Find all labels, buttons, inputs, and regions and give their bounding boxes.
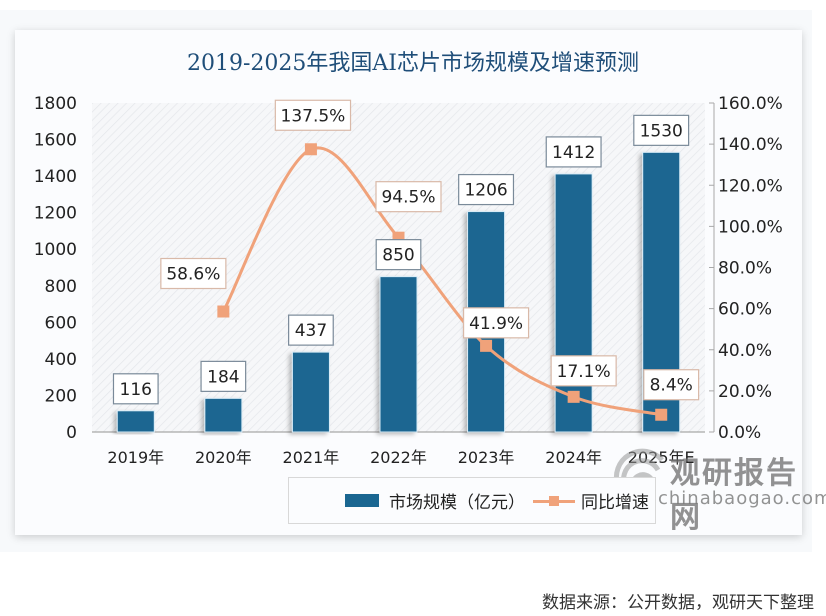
left-axis-tick-label: 1800 <box>34 94 77 114</box>
left-axis-tick-label: 1200 <box>34 204 77 224</box>
growth-value-label: 94.5% <box>381 188 435 208</box>
left-axis-tick-label: 1000 <box>34 240 77 260</box>
right-y-axis: 0.0% 20.0% 40.0% 60.0% 80.0% 100.0% 120.0% 140.… <box>709 94 783 443</box>
left-axis-tick-label: 800 <box>45 277 77 297</box>
legend-label-growth-rate: 同比增速 <box>581 493 649 513</box>
right-axis-tick-label: 100.0% <box>718 217 783 237</box>
x-axis-category-label: 2021年 <box>283 448 340 467</box>
watermark-text-cn: 观研报告网 <box>670 456 798 535</box>
right-axis-tick-label: 60.0% <box>718 300 772 320</box>
growth-value-label: 137.5% <box>281 106 346 126</box>
bar-value-label-box <box>288 314 334 346</box>
data-source-note: 数据来源：公开数据，观研天下整理 <box>542 593 814 613</box>
bar-value-label: 184 <box>207 367 239 387</box>
left-axis-tick-label: 200 <box>45 386 77 406</box>
right-axis-tick-label: 20.0% <box>718 382 772 402</box>
bar-value-label-box <box>112 373 159 405</box>
bar-2021年 <box>291 351 330 433</box>
right-axis-tick-label: 40.0% <box>718 341 772 361</box>
growth-rate-marker-2023年 <box>480 339 493 352</box>
right-axis-tick-label: 0.0% <box>718 423 761 443</box>
bar-value-label: 850 <box>382 246 414 266</box>
legend-item-growth-rate: 同比增速 <box>533 488 649 513</box>
bar-value-label: 437 <box>295 321 327 341</box>
bar-value-label-box <box>200 360 247 392</box>
bar-2022年 <box>379 276 418 433</box>
right-axis-tick-label: 160.0% <box>718 94 783 114</box>
right-axis-tick-label: 80.0% <box>718 259 772 279</box>
growth-value-label-box <box>550 355 617 387</box>
right-axis-tick-label: 140.0% <box>718 135 783 155</box>
growth-value-label: 8.4% <box>650 376 693 396</box>
bar-value-label: 116 <box>120 380 152 400</box>
left-axis-tick-label: 1600 <box>34 131 77 151</box>
bar-2024年 <box>554 173 593 433</box>
bar-value-label-box <box>458 173 515 206</box>
growth-rate-marker-2025年E <box>655 408 668 421</box>
x-axis-category-label: 2020年 <box>195 448 252 467</box>
left-axis-tick-label: 0 <box>66 423 77 443</box>
growth-value-label: 41.9% <box>469 314 523 334</box>
bar-value-label: 1412 <box>552 143 595 163</box>
growth-value-label-box <box>643 369 700 401</box>
right-axis-tick-label: 120.0% <box>718 176 783 196</box>
watermark-text-en: chinabaogao.com <box>658 488 826 509</box>
left-axis-tick-label: 600 <box>45 313 77 333</box>
legend-label-market-size: 市场规模（亿元） <box>389 493 525 513</box>
bar-value-label-box <box>633 114 690 146</box>
growth-rate-marker-2021年 <box>304 143 317 156</box>
x-axis-category-label: 2022年 <box>370 448 427 467</box>
bar-value-label-box <box>545 136 602 168</box>
x-axis-categories: 2019年 2020年 2021年 2022年 2023年 2024年 2025年E <box>107 448 694 467</box>
left-y-axis: 0 200 400 600 800 1000 1200 1400 1600 1800 <box>34 94 705 443</box>
growth-value-label: 17.1% <box>557 362 611 382</box>
x-axis-category-label: 2019年 <box>107 448 164 467</box>
x-axis-category-label: 2024年 <box>545 448 602 467</box>
growth-value-label-box <box>462 307 530 339</box>
legend-line-swatch <box>533 495 575 507</box>
growth-value-label: 58.6% <box>166 265 220 285</box>
bar-2020年 <box>204 397 243 433</box>
growth-rate-marker-2024年 <box>567 390 580 403</box>
legend-bar-swatch <box>345 494 379 507</box>
chart-title: 2019-2025年我国AI芯片市场规模及增速预测 <box>187 51 639 76</box>
data-labels: 116 184 437 850 1206 1412 1530 58.6% 137.5% 94.5%… <box>112 99 700 405</box>
bar-value-label: 1206 <box>464 181 507 201</box>
chart-legend: 市场规模（亿元） 同比增速 <box>288 477 656 524</box>
growth-value-label-box <box>375 181 442 213</box>
legend-item-market-size: 市场规模（亿元） <box>345 488 525 513</box>
x-axis-category-label: 2023年 <box>458 448 515 467</box>
growth-rate-marker-2020年 <box>217 305 230 318</box>
bar-value-label-box <box>375 239 422 271</box>
bar-2019年 <box>116 410 155 433</box>
growth-value-label-box <box>274 99 352 131</box>
left-axis-tick-label: 1400 <box>34 167 77 187</box>
bar-value-label: 1530 <box>640 121 683 141</box>
growth-value-label-box <box>160 257 227 290</box>
left-axis-tick-label: 400 <box>45 350 77 370</box>
